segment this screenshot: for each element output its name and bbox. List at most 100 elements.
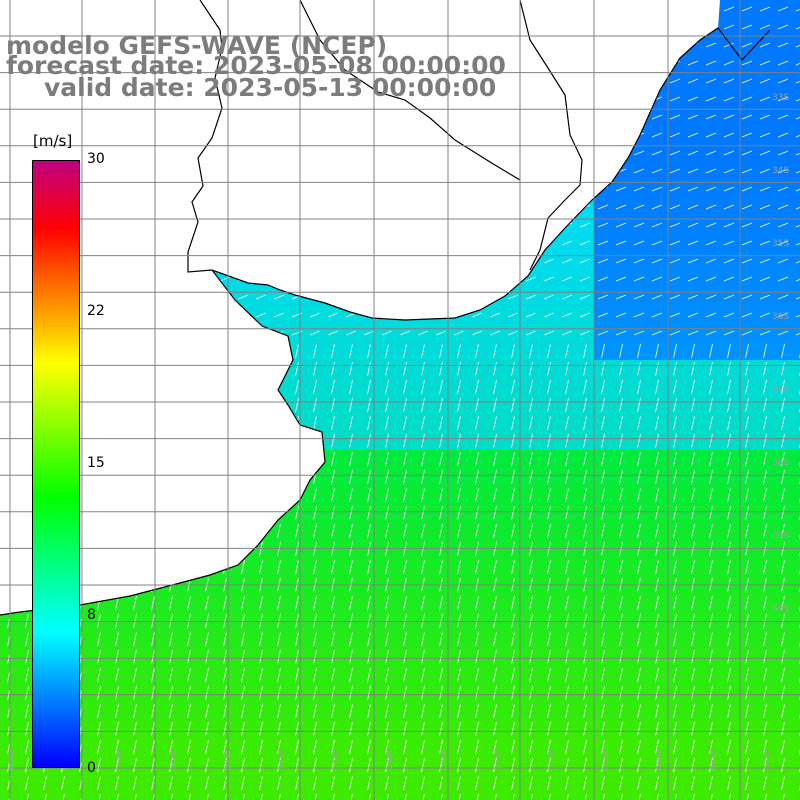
wind-vector xyxy=(25,739,29,755)
wind-vector xyxy=(777,168,789,174)
wind-vector xyxy=(421,649,425,665)
wind-vector xyxy=(723,42,735,48)
wind-vector xyxy=(237,294,249,300)
model-title: modelo GEFS-WAVE (NCEP) xyxy=(6,31,388,60)
wind-vector xyxy=(709,505,713,521)
wind-vector xyxy=(777,42,789,48)
wind-vector xyxy=(709,631,713,647)
wind-vector xyxy=(745,379,749,395)
wind-vector xyxy=(403,451,407,467)
wind-vector xyxy=(547,595,551,611)
wind-vector xyxy=(637,649,641,665)
wind-vector xyxy=(385,505,389,521)
wind-vector xyxy=(385,487,389,503)
wind-vector xyxy=(97,649,101,665)
wind-vector xyxy=(403,505,407,521)
wind-vector xyxy=(763,595,767,611)
field-cell xyxy=(792,594,800,612)
wind-vector xyxy=(565,469,569,485)
wind-vector xyxy=(583,649,587,665)
wind-vector xyxy=(727,721,731,737)
wind-vector xyxy=(745,667,749,683)
wind-vector xyxy=(669,330,681,336)
wind-vector xyxy=(547,703,551,719)
wind-vector xyxy=(651,114,663,120)
wind-vector xyxy=(511,757,515,773)
wind-vector xyxy=(759,60,771,66)
wind-vector xyxy=(421,361,425,377)
field-cell xyxy=(792,486,800,504)
wind-vector xyxy=(669,96,681,102)
wind-vector xyxy=(493,505,497,521)
wind-vector xyxy=(709,559,713,575)
field-cell xyxy=(594,792,612,800)
wind-vector xyxy=(759,294,771,300)
wind-vector xyxy=(385,685,389,701)
wind-vector xyxy=(561,258,573,264)
wind-vector xyxy=(597,276,609,282)
wind-vector xyxy=(25,685,29,701)
wind-vector xyxy=(655,613,659,629)
wind-vector xyxy=(601,487,605,503)
wind-vector xyxy=(367,559,371,575)
wind-vector xyxy=(619,433,623,449)
latitude-label: 38S xyxy=(772,458,789,468)
wind-vector xyxy=(385,649,389,665)
wind-vector xyxy=(259,613,263,629)
wind-vector xyxy=(349,703,353,719)
wind-vector xyxy=(763,523,767,539)
wind-vector xyxy=(187,613,191,629)
wind-vector xyxy=(205,649,209,665)
wind-vector xyxy=(331,505,335,521)
wind-vector xyxy=(651,276,663,282)
wind-vector xyxy=(561,312,573,318)
wind-vector xyxy=(169,613,173,629)
wind-vector xyxy=(741,60,753,66)
wind-vector xyxy=(741,186,753,192)
wind-vector xyxy=(727,739,731,755)
field-cell xyxy=(198,792,216,800)
wind-vector xyxy=(295,757,299,773)
wind-vector xyxy=(691,433,695,449)
wind-vector xyxy=(777,24,789,30)
wind-vector xyxy=(421,541,425,557)
wind-vector xyxy=(331,397,335,413)
wind-vector xyxy=(655,343,659,359)
wind-vector xyxy=(475,559,479,575)
field-cell xyxy=(774,792,792,800)
longitude-label: 53W xyxy=(439,750,449,770)
wind-vector xyxy=(367,343,371,359)
field-cell xyxy=(432,792,450,800)
wind-vector xyxy=(615,222,627,228)
wind-vector xyxy=(615,240,627,246)
wind-vector xyxy=(223,649,227,665)
field-cell xyxy=(360,792,378,800)
longitude-label: 57W xyxy=(223,750,233,770)
wind-vector xyxy=(313,685,317,701)
wind-vector xyxy=(475,703,479,719)
field-cell xyxy=(792,522,800,540)
wind-vector xyxy=(529,487,533,503)
wind-vector xyxy=(295,397,299,413)
wind-vector xyxy=(709,721,713,737)
wind-vector xyxy=(349,649,353,665)
wind-vector xyxy=(795,188,800,192)
wind-vector xyxy=(511,487,515,503)
field-cell xyxy=(450,792,468,800)
wind-vector xyxy=(385,523,389,539)
wind-vector xyxy=(399,330,411,336)
wind-vector xyxy=(781,721,785,737)
wind-vector xyxy=(367,775,371,791)
field-cell xyxy=(792,378,800,396)
wind-vector xyxy=(458,793,461,800)
wind-vector xyxy=(187,757,191,773)
wind-vector xyxy=(795,224,800,228)
wind-vector xyxy=(494,793,497,800)
wind-vector xyxy=(601,667,605,683)
wind-vector xyxy=(493,613,497,629)
wind-vector xyxy=(781,613,785,629)
wind-vector xyxy=(331,703,335,719)
wind-vector xyxy=(691,721,695,737)
field-cell xyxy=(414,792,432,800)
wind-vector xyxy=(795,260,800,264)
